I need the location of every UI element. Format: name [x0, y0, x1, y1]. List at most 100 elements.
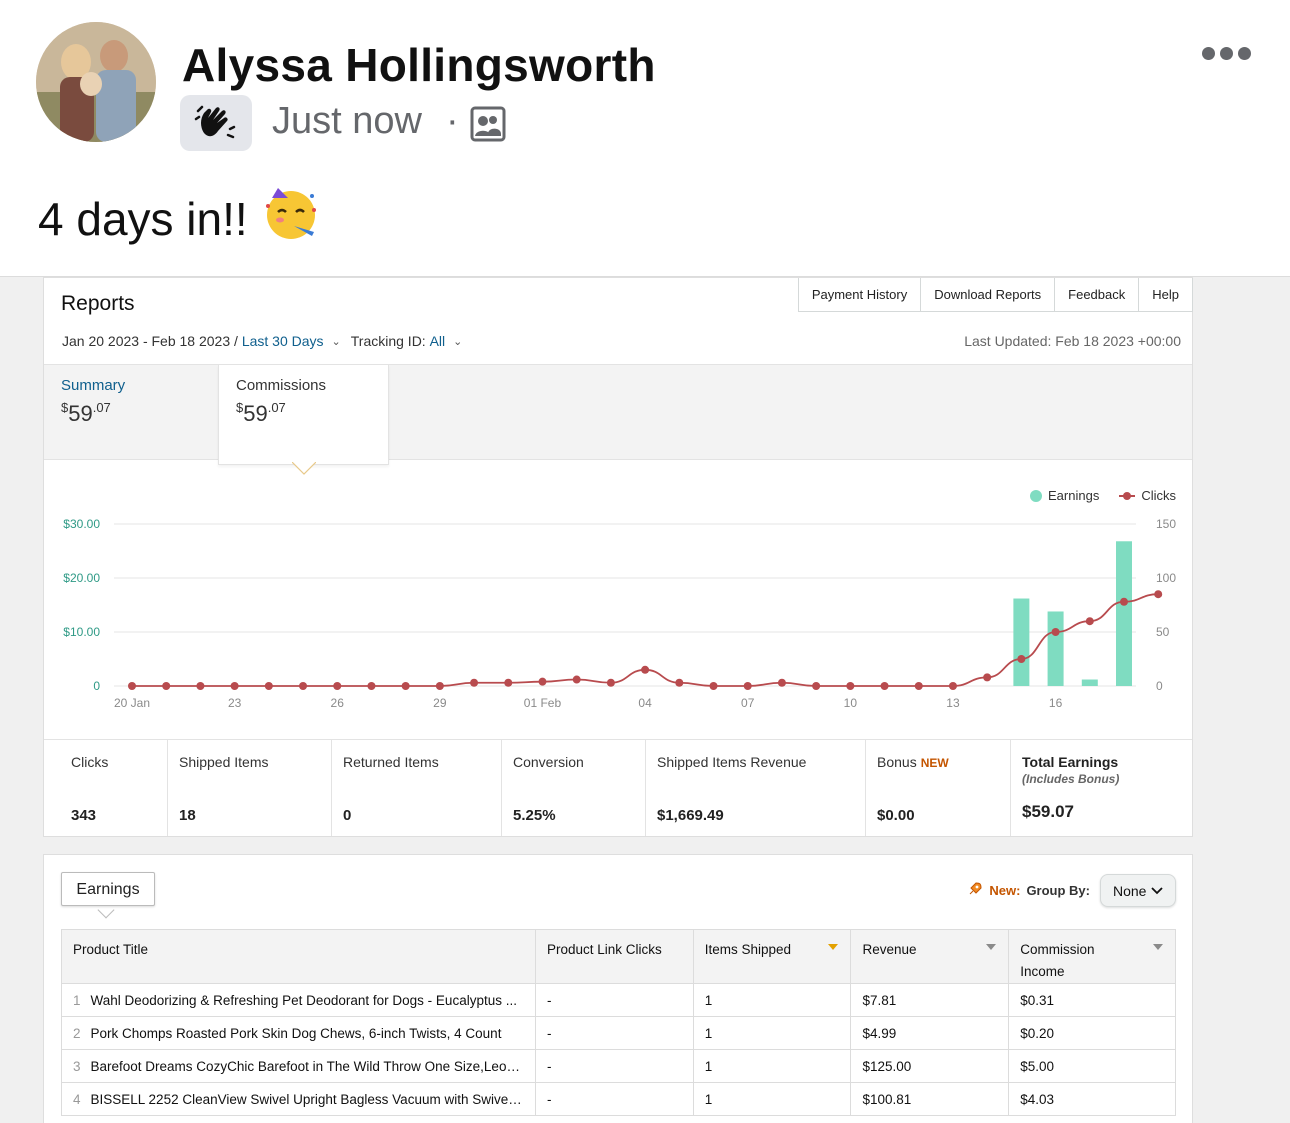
download-reports-tab[interactable]: Download Reports — [920, 278, 1056, 312]
summary-amount: $59.07 — [61, 400, 111, 426]
sort-arrow-icon[interactable] — [986, 944, 997, 950]
audience-icon[interactable] — [470, 106, 506, 147]
x-tick-label: 16 — [1049, 696, 1063, 710]
product-title[interactable]: Pork Chomps Roasted Pork Skin Dog Chews,… — [90, 1025, 502, 1041]
author-name[interactable]: Alyssa Hollingsworth — [182, 39, 656, 91]
chevron-down-icon[interactable]: ⌄ — [331, 335, 341, 348]
tab-caret-icon — [292, 462, 316, 475]
chevron-down-icon — [1151, 886, 1163, 894]
reports-screenshot: Reports Payment History Download Reports… — [0, 276, 1290, 1123]
clicks-point — [1120, 597, 1128, 606]
clicks-point — [983, 673, 992, 682]
clicks-point — [333, 682, 342, 690]
more-options-button[interactable] — [1202, 42, 1260, 64]
x-tick-label: 04 — [638, 696, 652, 710]
earnings-bar — [1116, 541, 1132, 686]
table-row[interactable]: 1 Wahl Deodorizing & Refreshing Pet Deodo… — [61, 983, 1176, 1017]
commissions-amount: $59.07 — [236, 400, 286, 426]
chart-legend: Earnings Clicks — [1030, 488, 1176, 503]
clicks-point — [641, 665, 650, 674]
post-timestamp[interactable]: Just now — [272, 100, 422, 142]
column-items-shipped[interactable]: Items Shipped — [692, 929, 852, 984]
feedback-tab[interactable]: Feedback — [1054, 278, 1140, 312]
clicks-point — [1085, 617, 1094, 626]
chevron-down-icon[interactable]: ⌄ — [453, 335, 463, 348]
wave-badge[interactable] — [180, 95, 252, 151]
y-tick-label-left: $10.00 — [63, 625, 100, 639]
post-message: 4 days in!! — [38, 192, 248, 245]
tab-summary[interactable]: Summary $59.07 — [44, 365, 218, 461]
clicks-point — [367, 682, 376, 690]
x-tick-label: 13 — [946, 696, 960, 710]
earnings-swatch — [1030, 489, 1043, 502]
clicks-point — [1154, 590, 1163, 599]
reports-title: Reports — [61, 292, 135, 315]
y-tick-label-right: 50 — [1156, 625, 1170, 639]
date-range: Jan 20 2023 - Feb 18 2023 / — [62, 333, 238, 349]
clicks-point — [435, 682, 444, 690]
tab-earnings[interactable]: Earnings — [61, 872, 155, 906]
clicks-swatch — [1119, 491, 1136, 500]
clicks-point — [1017, 655, 1026, 663]
column-revenue[interactable]: Revenue — [850, 929, 1010, 984]
last-updated: Last Updated: Feb 18 2023 +00:00 — [964, 333, 1181, 349]
tracking-dropdown[interactable]: All — [429, 333, 446, 349]
x-tick-label: 01 Feb — [524, 696, 562, 710]
group-by-select[interactable]: None — [1100, 874, 1176, 907]
metric-conversion: Conversion 5.25% — [502, 740, 646, 836]
clicks-point — [538, 677, 547, 686]
table-row[interactable]: 2 Pork Chomps Roasted Pork Skin Dog Chews… — [61, 1016, 1176, 1050]
facebook-post: Alyssa Hollingsworth Just now · 4 days i… — [0, 0, 1290, 276]
clicks-point — [196, 682, 205, 690]
earnings-clicks-chart: 0 $10.00 $20.00 $30.00 0 50 100 150 20 Jan 23 26 29… — [63, 517, 1176, 710]
range-dropdown[interactable]: Last 30 Days — [241, 333, 324, 349]
clicks-point — [743, 682, 752, 690]
sort-arrow-icon[interactable] — [1153, 944, 1163, 950]
product-title[interactable]: Barefoot Dreams CozyChic Barefoot in The… — [90, 1058, 526, 1074]
metric-clicks: Clicks 343 — [44, 740, 168, 836]
earnings-bar — [1013, 598, 1030, 686]
summary-tab-band: Summary $59.07 Commissions $59.07 — [44, 364, 1192, 465]
y-tick-label-right: 150 — [1156, 517, 1176, 531]
legend-earnings[interactable]: Earnings — [1030, 488, 1099, 503]
column-product-link-clicks[interactable]: Product Link Clicks — [535, 929, 694, 984]
earnings-table: Product Title Product Link Clicks Items … — [61, 929, 1176, 1116]
help-tab[interactable]: Help — [1138, 278, 1193, 312]
clicks-point — [504, 678, 513, 687]
clicks-point — [1051, 628, 1060, 636]
x-tick-label: 07 — [741, 696, 755, 710]
metric-returned-items: Returned Items 0 — [332, 740, 502, 836]
legend-clicks[interactable]: Clicks — [1119, 488, 1176, 503]
y-tick-label-left: 0 — [93, 679, 100, 693]
table-row[interactable]: 3 Barefoot Dreams CozyChic Barefoot in Th… — [61, 1049, 1176, 1083]
tracking-label: Tracking ID: — [350, 333, 426, 349]
product-title[interactable]: Wahl Deodorizing & Refreshing Pet Deodor… — [90, 992, 517, 1008]
column-product-title[interactable]: Product Title — [61, 929, 536, 984]
clicks-point — [572, 675, 581, 684]
clicks-point — [401, 682, 410, 690]
metric-total-earnings: Total Earnings (Includes Bonus) $59.07 — [1022, 754, 1120, 821]
payment-history-tab[interactable]: Payment History — [797, 278, 922, 312]
rocket-icon — [967, 881, 983, 900]
x-tick-label: 10 — [844, 696, 858, 710]
clicks-point — [606, 678, 615, 687]
x-tick-label: 29 — [433, 696, 447, 710]
table-row[interactable]: 4 BISSELL 2252 CleanView Swivel Upright B… — [61, 1082, 1176, 1116]
clicks-point — [128, 682, 136, 690]
earnings-bar — [1047, 611, 1064, 686]
x-tick-label: 20 Jan — [114, 696, 150, 710]
clicks-point — [162, 682, 171, 690]
earnings-panel: Earnings New: Group By: None Product Tit… — [43, 854, 1193, 1123]
column-commission-income[interactable]: Commission Income — [1008, 929, 1176, 984]
product-title[interactable]: BISSELL 2252 CleanView Swivel Upright Ba… — [90, 1091, 527, 1107]
avatar[interactable] — [36, 22, 156, 142]
tab-commissions[interactable]: Commissions $59.07 — [218, 365, 389, 465]
clicks-point — [709, 682, 718, 690]
metric-bonus: Bonus NEW $0.00 — [866, 740, 1011, 836]
sort-arrow-icon[interactable] — [828, 944, 839, 950]
post-text: 4 days in!! — [38, 184, 320, 253]
top-tabs: Payment History Download Reports Feedbac… — [797, 278, 1193, 312]
y-tick-label-left: $20.00 — [63, 571, 100, 585]
clicks-point — [948, 682, 957, 690]
new-badge: NEW — [920, 756, 949, 770]
